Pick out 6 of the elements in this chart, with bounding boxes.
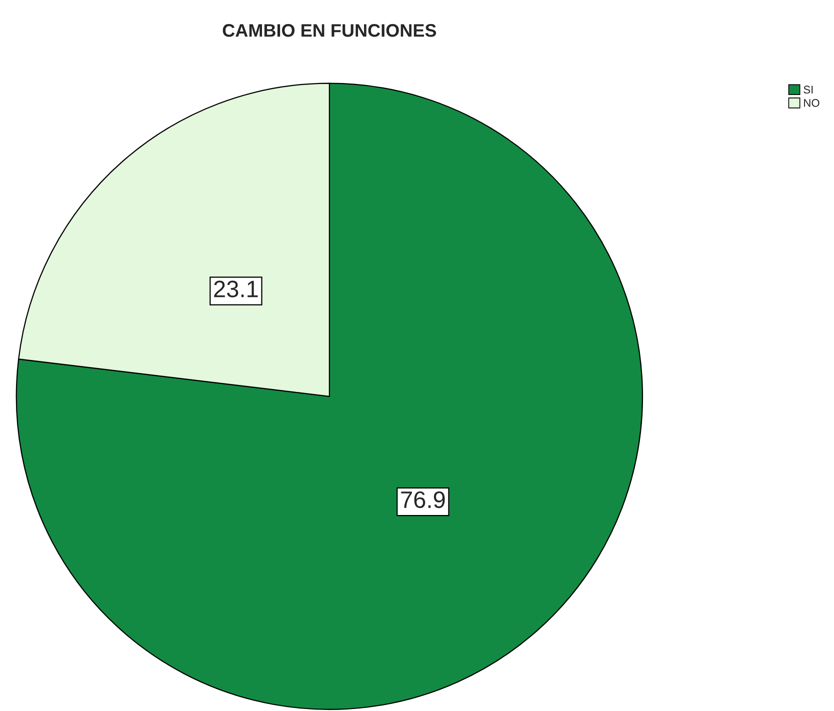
data-label: 76.9 — [401, 491, 445, 508]
legend-label: SI — [804, 86, 813, 94]
legend-label: NO — [804, 98, 820, 107]
chart-title: CAMBIO EN FUNCIONES — [222, 24, 436, 37]
data-label: 23.1 — [214, 280, 258, 298]
pie-slice — [16, 82, 644, 710]
